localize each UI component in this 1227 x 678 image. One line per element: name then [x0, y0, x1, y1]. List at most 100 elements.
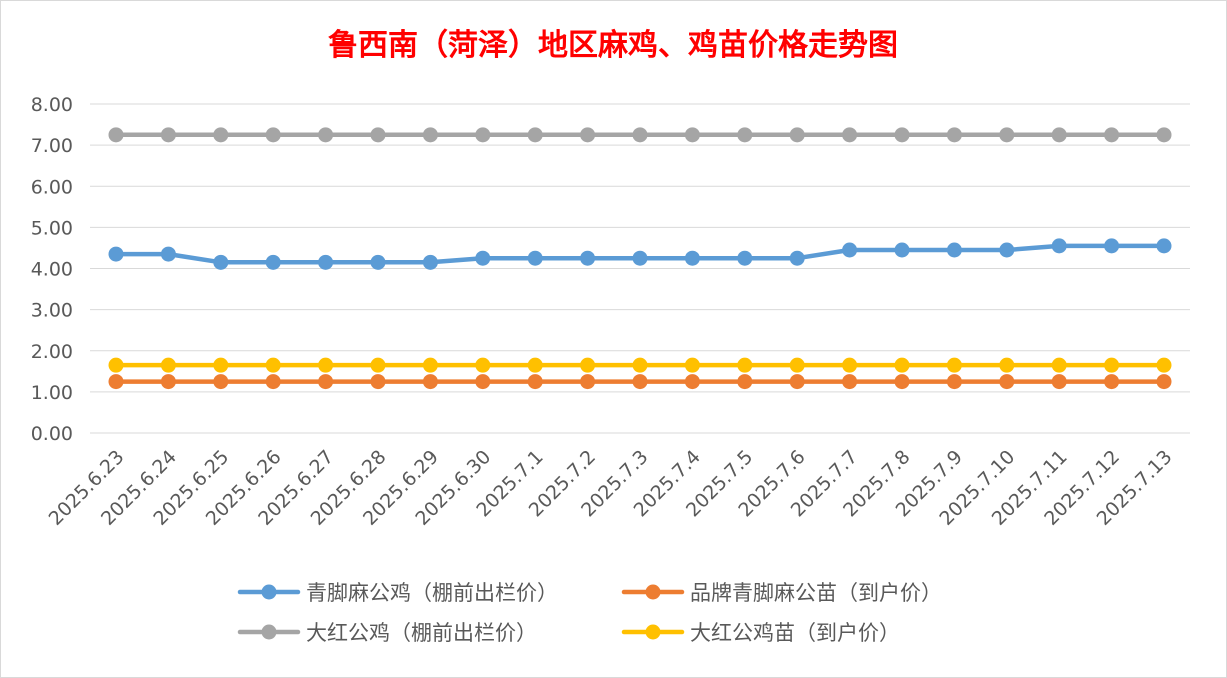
data-point: [265, 254, 281, 270]
data-point: [789, 374, 805, 390]
data-point: [213, 357, 229, 373]
data-point: [160, 357, 176, 373]
data-point: [684, 250, 700, 266]
data-point: [422, 127, 438, 143]
data-point: [1104, 374, 1120, 390]
legend-dot-marker: [645, 584, 661, 600]
y-tick-label: 4.00: [31, 259, 73, 281]
data-point: [265, 127, 281, 143]
data-point: [1104, 357, 1120, 373]
data-point: [318, 374, 334, 390]
data-point: [789, 250, 805, 266]
data-point: [108, 374, 124, 390]
data-point: [422, 374, 438, 390]
data-point: [318, 357, 334, 373]
data-point: [842, 242, 858, 258]
data-point: [370, 254, 386, 270]
data-point: [999, 374, 1015, 390]
data-point: [213, 254, 229, 270]
data-point: [737, 250, 753, 266]
data-point: [684, 357, 700, 373]
data-point: [318, 127, 334, 143]
data-point: [475, 357, 491, 373]
y-axis-tick-labels: 0.00 1.00 2.00 3.00 4.00 5.00 6.00 7.00 8.00: [31, 94, 73, 445]
data-point: [580, 357, 596, 373]
data-point: [946, 127, 962, 143]
data-point: [946, 242, 962, 258]
data-point: [737, 374, 753, 390]
data-point: [632, 374, 648, 390]
data-point: [475, 374, 491, 390]
data-point: [422, 254, 438, 270]
data-point: [894, 242, 910, 258]
data-point: [999, 357, 1015, 373]
data-point: [580, 250, 596, 266]
y-tick-label: 8.00: [31, 94, 73, 116]
data-point: [527, 127, 543, 143]
data-point: [999, 127, 1015, 143]
data-point: [1156, 357, 1172, 373]
gridlines: [90, 103, 1190, 434]
data-point: [1156, 238, 1172, 254]
chart-title: 鲁西南（菏泽）地区麻鸡、鸡苗价格走势图: [328, 28, 898, 63]
data-point: [108, 127, 124, 143]
data-point: [894, 127, 910, 143]
data-point: [213, 374, 229, 390]
y-tick-label: 3.00: [31, 300, 73, 322]
data-point: [527, 357, 543, 373]
legend-label: 品牌青脚麻公苗（到户价）: [690, 581, 942, 605]
data-point: [1051, 374, 1067, 390]
data-point: [842, 127, 858, 143]
data-point: [1051, 238, 1067, 254]
data-point: [1104, 127, 1120, 143]
y-tick-label: 7.00: [31, 135, 73, 157]
data-point: [894, 374, 910, 390]
data-point: [737, 357, 753, 373]
data-point: [160, 246, 176, 262]
data-point: [684, 127, 700, 143]
y-tick-label: 6.00: [31, 176, 73, 198]
y-tick-label: 0.00: [31, 423, 73, 445]
data-point: [580, 127, 596, 143]
data-point: [946, 374, 962, 390]
legend-dot-marker: [261, 584, 277, 600]
x-axis-tick-labels: 2025.6.232025.6.242025.6.252025.6.262025…: [45, 446, 1177, 530]
data-point: [946, 357, 962, 373]
data-point: [842, 357, 858, 373]
data-point: [265, 357, 281, 373]
data-point: [527, 250, 543, 266]
data-point: [684, 374, 700, 390]
data-point: [1051, 127, 1067, 143]
legend-label: 大红公鸡（棚前出栏价）: [306, 621, 537, 645]
data-point: [265, 374, 281, 390]
data-point: [370, 357, 386, 373]
data-point: [1104, 238, 1120, 254]
data-point: [789, 127, 805, 143]
data-point: [789, 357, 805, 373]
data-point: [632, 250, 648, 266]
data-point: [160, 127, 176, 143]
data-point: [580, 374, 596, 390]
data-point: [894, 357, 910, 373]
legend-dot-marker: [645, 624, 661, 640]
data-point: [213, 127, 229, 143]
data-point: [632, 127, 648, 143]
data-point: [318, 254, 334, 270]
data-point: [108, 357, 124, 373]
data-point: [475, 127, 491, 143]
data-point: [842, 374, 858, 390]
data-point: [160, 374, 176, 390]
data-point: [370, 127, 386, 143]
legend-label: 青脚麻公鸡（棚前出栏价）: [306, 581, 558, 605]
legend-dot-marker: [261, 624, 277, 640]
y-tick-label: 2.00: [31, 341, 73, 363]
data-point: [1051, 357, 1067, 373]
data-point: [527, 374, 543, 390]
data-point: [422, 357, 438, 373]
data-point: [475, 250, 491, 266]
data-point: [632, 357, 648, 373]
legend: 青脚麻公鸡（棚前出栏价） 品牌青脚麻公苗（到户价） 大红公鸡（棚前出栏价） 大红公鸡苗…: [237, 581, 942, 645]
data-point: [737, 127, 753, 143]
